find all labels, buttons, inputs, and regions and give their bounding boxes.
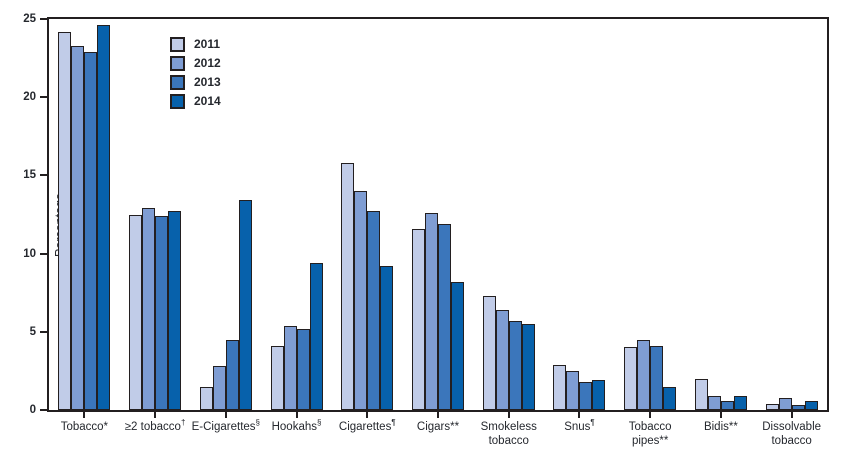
legend-swatch-icon	[170, 36, 185, 52]
x-tick-mark	[649, 412, 652, 418]
legend-item-2012: 2012	[170, 55, 221, 71]
bar-2014-cigarettes	[380, 266, 394, 410]
bar-2012-≥2 tobacco	[142, 208, 156, 410]
bar-2012-cigarettes	[354, 191, 368, 410]
x-tick-mark	[578, 412, 581, 418]
x-tick-mark	[437, 412, 439, 418]
y-tick-mark	[40, 18, 47, 20]
bar-2011-≥2 tobacco	[129, 214, 143, 410]
x-tick-mark	[366, 412, 369, 418]
bar-2013-tobacco*	[84, 51, 98, 410]
bar-2014-smokeless-tobacco	[521, 323, 535, 410]
x-tick-mark	[154, 412, 157, 418]
x-tick-mark	[295, 412, 298, 418]
x-tick-mark	[507, 412, 510, 418]
bar-2011-hookahs	[270, 345, 284, 410]
bar-2011-smokeless-tobacco	[482, 295, 496, 410]
bar-2012-tobacco-pipes**	[637, 339, 651, 410]
legend-item-2011: 2011	[170, 36, 221, 52]
y-tick-mark	[40, 174, 47, 177]
bar-2013-bidis**	[720, 400, 734, 410]
x-category-label: Tobacco*	[60, 421, 109, 433]
footnote-marker: §	[255, 418, 260, 428]
legend: 2011 2012 2013 2014	[170, 36, 221, 109]
x-category-label: Cigarettes¶	[338, 418, 396, 433]
footnote-marker: †	[180, 418, 186, 428]
x-tick-mark	[790, 412, 793, 418]
y-tick-mark	[40, 96, 47, 99]
bar-2013-snus	[579, 381, 593, 410]
x-tick-mark	[224, 412, 227, 418]
bar-2013-dissolvable-tobacco	[791, 405, 805, 410]
bar-2011-cigars**	[412, 228, 425, 410]
x-category-label: Bidis**	[703, 421, 738, 433]
legend-swatch-icon	[170, 55, 185, 71]
legend-item-2014: 2014	[170, 93, 221, 109]
x-tick-mark	[719, 412, 722, 418]
bar-2012-smokeless-tobacco	[495, 309, 509, 410]
x-category-label: Tobacco pipes**	[628, 421, 672, 447]
x-tick-mark	[83, 412, 86, 418]
bar-2014-tobacco*	[97, 25, 111, 410]
bar-2011-tobacco-pipes**	[624, 347, 638, 410]
bar-2012-bidis**	[707, 395, 721, 410]
bar-2011-e-cigarettes	[199, 386, 213, 410]
bar-2013-cigarettes	[367, 211, 381, 410]
x-category-label: Dissolvable tobacco	[762, 421, 822, 447]
legend-label: 2011	[194, 37, 221, 51]
bar-2014-tobacco-pipes**	[663, 386, 677, 410]
bar-2014-≥2 tobacco	[168, 211, 182, 410]
bar-2012-hookahs	[283, 325, 297, 410]
legend-item-2013: 2013	[170, 74, 221, 90]
legend-swatch-icon	[170, 74, 185, 90]
bar-2011-snus	[553, 364, 567, 410]
bar-2014-snus	[592, 380, 606, 410]
bar-2013-≥2 tobacco	[155, 216, 169, 410]
legend-label: 2013	[194, 75, 221, 89]
y-tick-label: 5	[29, 325, 36, 338]
bar-2012-snus	[566, 370, 580, 410]
bar-2014-cigars**	[451, 281, 464, 410]
x-category-label: ≥2 tobacco†	[124, 418, 186, 433]
y-tick-mark	[40, 252, 47, 255]
y-tick-mark	[40, 409, 47, 411]
y-tick-mark	[40, 330, 47, 333]
legend-swatch-icon	[170, 93, 185, 109]
bar-2012-dissolvable-tobacco	[778, 397, 792, 410]
bar-2011-cigarettes	[341, 162, 355, 410]
x-category-label: Snus¶	[564, 418, 595, 433]
legend-label: 2012	[194, 56, 221, 70]
legend-label: 2014	[194, 94, 221, 108]
bar-2012-tobacco*	[71, 45, 85, 410]
footnote-marker: §	[317, 418, 322, 428]
y-tick-label: 20	[23, 91, 36, 104]
bar-2012-cigars**	[425, 212, 438, 410]
x-category-label: Hookahs§	[271, 418, 322, 433]
y-tick-label: 25	[23, 13, 36, 25]
bar-2014-dissolvable-tobacco	[804, 400, 818, 410]
x-category-label: Smokeless tobacco	[480, 421, 537, 447]
bar-2013-e-cigarettes	[225, 339, 239, 410]
bar-2014-hookahs	[309, 262, 323, 410]
bar-2013-smokeless-tobacco	[508, 320, 522, 410]
y-tick-label: 10	[23, 247, 36, 260]
footnote-marker: ¶	[391, 418, 396, 428]
y-tick-label: 0	[29, 404, 36, 416]
bar-2013-cigars**	[438, 223, 451, 410]
bar-2011-bidis**	[694, 378, 708, 410]
bar-2011-dissolvable-tobacco	[765, 403, 779, 410]
bar-2013-hookahs	[296, 328, 310, 410]
bar-2011-tobacco*	[58, 31, 72, 410]
x-category-label: E-Cigarettes§	[191, 418, 260, 433]
x-category-label: Cigars**	[416, 421, 460, 433]
footnote-marker: ¶	[590, 418, 595, 428]
bar-2014-e-cigarettes	[238, 200, 252, 410]
bar-2014-bidis**	[733, 395, 747, 410]
y-tick-label: 15	[23, 169, 36, 182]
bar-2012-e-cigarettes	[212, 366, 226, 410]
bar-2013-tobacco-pipes**	[650, 345, 664, 410]
